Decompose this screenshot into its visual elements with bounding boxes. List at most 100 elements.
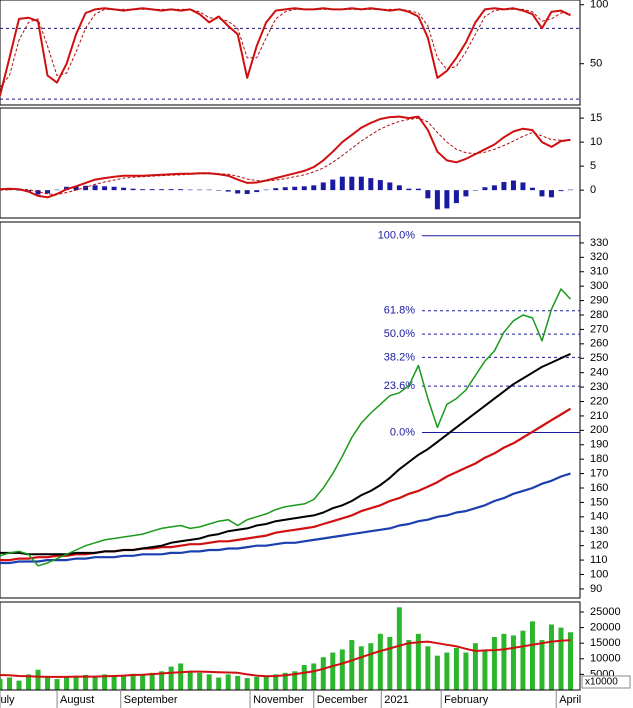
y-tick-label: 200 bbox=[590, 424, 608, 436]
series-line bbox=[0, 288, 572, 567]
bar bbox=[406, 640, 412, 690]
bar bbox=[111, 675, 117, 690]
bar bbox=[510, 180, 516, 191]
bar bbox=[539, 640, 545, 690]
bar bbox=[501, 633, 507, 690]
fib-label: 61.8% bbox=[384, 305, 415, 317]
fib-label: 38.2% bbox=[384, 351, 415, 363]
bar bbox=[358, 176, 364, 191]
bar bbox=[482, 650, 488, 690]
bar bbox=[64, 676, 70, 690]
y-tick-label: 290 bbox=[590, 294, 608, 306]
y-tick-label: 120 bbox=[590, 540, 608, 552]
bar bbox=[387, 636, 393, 690]
bar bbox=[482, 187, 488, 191]
bar bbox=[45, 677, 51, 690]
bar bbox=[206, 674, 212, 690]
bar bbox=[130, 673, 136, 690]
bar bbox=[187, 189, 193, 191]
bar bbox=[263, 675, 269, 690]
y-tick-label: 15 bbox=[590, 112, 602, 124]
bar bbox=[406, 188, 412, 191]
bar bbox=[26, 674, 32, 690]
series-line bbox=[0, 8, 571, 88]
bar bbox=[225, 674, 231, 690]
bar bbox=[244, 190, 250, 194]
series-line bbox=[0, 352, 571, 556]
bar bbox=[216, 677, 222, 690]
bar bbox=[387, 182, 393, 191]
series-line bbox=[0, 117, 571, 195]
bar bbox=[311, 185, 317, 191]
y-tick-label: 310 bbox=[590, 266, 608, 278]
bar bbox=[444, 190, 450, 209]
axis-label: x10000 bbox=[585, 677, 618, 688]
bar bbox=[539, 190, 545, 197]
bar bbox=[178, 663, 184, 690]
y-tick-label: 25000 bbox=[590, 606, 621, 618]
y-tick-label: 140 bbox=[590, 511, 608, 523]
y-tick-label: 50 bbox=[590, 58, 602, 70]
bar bbox=[472, 190, 478, 191]
bar bbox=[415, 188, 421, 191]
bar bbox=[168, 189, 174, 191]
fib-label: 100.0% bbox=[378, 230, 416, 242]
bar bbox=[472, 643, 478, 690]
bar bbox=[434, 655, 440, 690]
bar bbox=[206, 189, 212, 191]
series-line bbox=[0, 639, 571, 678]
bar bbox=[529, 187, 535, 191]
x-tick-label: 2021 bbox=[384, 694, 408, 706]
bar bbox=[54, 189, 60, 191]
bar bbox=[311, 663, 317, 690]
bar bbox=[159, 189, 165, 191]
bar bbox=[320, 182, 326, 191]
y-tick-label: 320 bbox=[590, 251, 608, 263]
y-tick-label: 240 bbox=[590, 367, 608, 379]
bar bbox=[130, 188, 136, 191]
y-tick-label: 230 bbox=[590, 381, 608, 393]
bar bbox=[396, 185, 402, 191]
bar bbox=[263, 189, 269, 191]
series-line bbox=[0, 472, 571, 565]
bar bbox=[102, 186, 108, 191]
bar bbox=[444, 652, 450, 690]
y-tick-label: 160 bbox=[590, 482, 608, 494]
x-tick-label: February bbox=[444, 694, 489, 706]
bar bbox=[121, 187, 127, 191]
bar bbox=[102, 674, 108, 690]
bar bbox=[567, 189, 573, 191]
y-tick-label: 270 bbox=[590, 323, 608, 335]
bar bbox=[320, 657, 326, 690]
bar bbox=[330, 652, 336, 690]
bar bbox=[225, 190, 231, 192]
bar bbox=[16, 680, 22, 690]
bar bbox=[567, 632, 573, 690]
bar bbox=[73, 675, 79, 690]
bar bbox=[463, 652, 469, 690]
bar bbox=[463, 190, 469, 197]
bar bbox=[35, 669, 41, 690]
bar bbox=[491, 185, 497, 191]
y-tick-label: 100 bbox=[590, 0, 608, 11]
y-tick-label: 300 bbox=[590, 280, 608, 292]
bar bbox=[358, 646, 364, 690]
x-tick-label: September bbox=[124, 694, 178, 706]
bar bbox=[244, 678, 250, 690]
y-tick-label: 190 bbox=[590, 439, 608, 451]
bar bbox=[168, 666, 174, 690]
bar bbox=[282, 187, 288, 191]
y-tick-label: 330 bbox=[590, 237, 608, 249]
bar bbox=[491, 636, 497, 690]
bar bbox=[140, 674, 146, 690]
x-tick-label: April bbox=[559, 694, 581, 706]
y-tick-label: 0 bbox=[590, 184, 596, 196]
bar bbox=[121, 675, 127, 690]
fib-label: 50.0% bbox=[384, 328, 415, 340]
bar bbox=[510, 635, 516, 690]
x-tick-label: November bbox=[253, 694, 304, 706]
panel-frame bbox=[0, 221, 581, 599]
bar bbox=[292, 186, 298, 191]
